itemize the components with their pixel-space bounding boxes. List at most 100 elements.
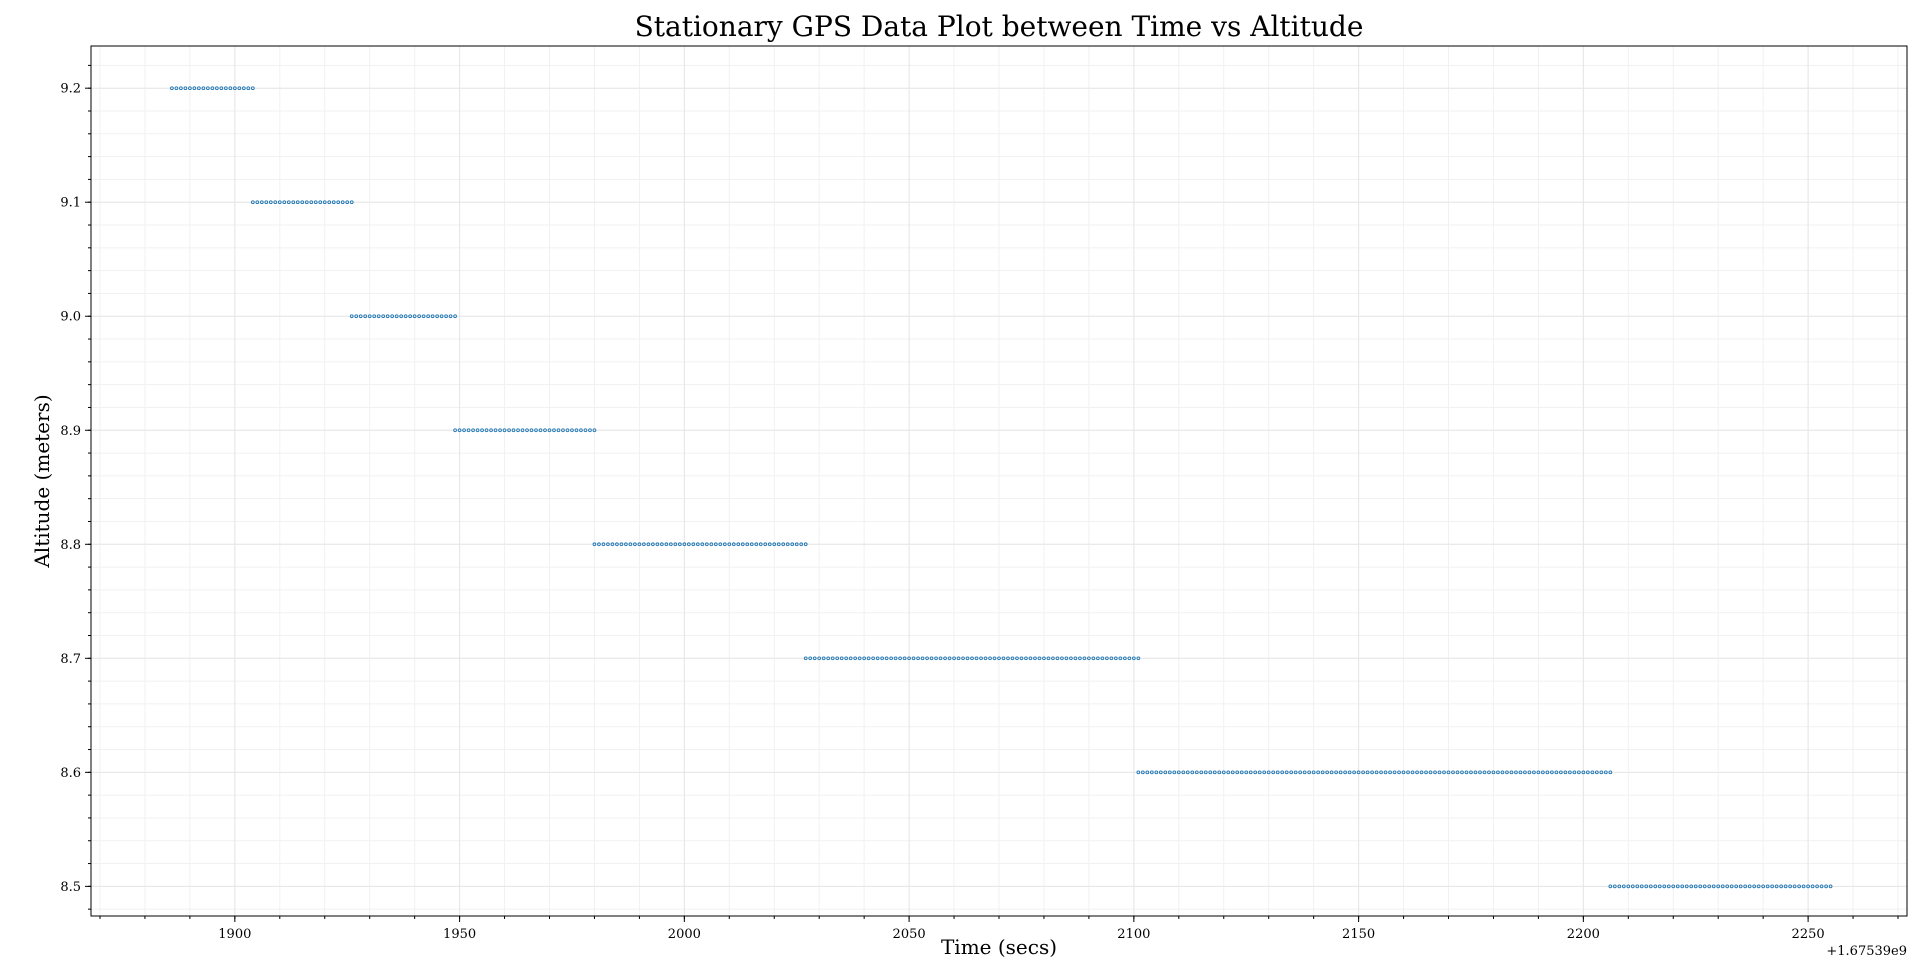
- data-point: [678, 542, 682, 547]
- data-point: [219, 86, 224, 91]
- data-point: [390, 314, 395, 319]
- data-point: [1828, 884, 1833, 889]
- data-point: [1653, 884, 1658, 889]
- data-point: [421, 314, 426, 319]
- data-point: [1262, 770, 1267, 775]
- data-point: [929, 656, 934, 661]
- data-point: [952, 656, 956, 661]
- data-point: [821, 656, 826, 661]
- data-point: [1280, 770, 1285, 775]
- data-point: [1374, 770, 1379, 775]
- data-point: [1329, 770, 1334, 775]
- data-point: [606, 542, 610, 547]
- data-point: [1253, 770, 1258, 775]
- data-point: [1347, 770, 1352, 775]
- data-point: [660, 542, 664, 547]
- data-point: [170, 86, 174, 91]
- data-point: [376, 314, 381, 319]
- data-point: [740, 542, 745, 547]
- data-point: [943, 656, 947, 661]
- data-point: [1612, 884, 1617, 889]
- data-point: [781, 542, 786, 547]
- data-point: [637, 542, 642, 547]
- data-point: [1158, 770, 1163, 775]
- data-point: [808, 656, 813, 661]
- data-point: [1469, 770, 1473, 775]
- data-point: [264, 200, 269, 205]
- data-point: [1046, 656, 1051, 661]
- data-point: [1806, 884, 1810, 889]
- data-point: [812, 656, 817, 661]
- data-point: [1487, 770, 1491, 775]
- data-point: [250, 86, 255, 91]
- data-point: [286, 200, 291, 205]
- data-point: [1635, 884, 1640, 889]
- data-point: [174, 86, 179, 91]
- data-point: [1181, 770, 1186, 775]
- data-point: [727, 542, 732, 547]
- data-point: [1361, 770, 1365, 775]
- data-point: [1657, 884, 1662, 889]
- data-point: [1662, 884, 1667, 889]
- data-point: [462, 428, 466, 433]
- data-point: [426, 314, 430, 319]
- data-point: [902, 656, 907, 661]
- data-point: [1203, 770, 1208, 775]
- data-point: [920, 656, 925, 661]
- data-point: [291, 200, 296, 205]
- data-point: [1190, 770, 1195, 775]
- data-point: [947, 656, 952, 661]
- data-point: [1437, 770, 1442, 775]
- data-point: [336, 200, 341, 205]
- data-point: [1015, 656, 1019, 661]
- data-point: [1500, 770, 1505, 775]
- data-point: [983, 656, 988, 661]
- data-point: [1167, 770, 1172, 775]
- data-point: [1797, 884, 1801, 889]
- data-point: [803, 656, 808, 661]
- data-point: [1379, 770, 1383, 775]
- data-point: [871, 656, 875, 661]
- data-point: [844, 656, 849, 661]
- data-point: [471, 428, 475, 433]
- data-point: [601, 542, 606, 547]
- data-point: [300, 200, 305, 205]
- data-point: [911, 656, 916, 661]
- data-point: [201, 86, 206, 91]
- data-point: [1316, 770, 1320, 775]
- data-point: [1684, 884, 1689, 889]
- data-point: [1626, 884, 1631, 889]
- data-point: [313, 200, 318, 205]
- data-point: [525, 428, 529, 433]
- data-point: [372, 314, 377, 319]
- data-point: [1541, 770, 1545, 775]
- data-point: [853, 656, 858, 661]
- data-point: [979, 656, 983, 661]
- y-tick-label: 9.0: [60, 310, 81, 325]
- data-point: [1392, 770, 1397, 775]
- data-point: [1577, 770, 1581, 775]
- data-point: [1127, 656, 1132, 661]
- data-point: [331, 200, 336, 205]
- data-point: [1532, 770, 1536, 775]
- data-point: [1235, 770, 1240, 775]
- data-point: [1087, 656, 1091, 661]
- data-point: [1810, 884, 1815, 889]
- data-point: [1289, 770, 1294, 775]
- data-point: [453, 428, 457, 433]
- data-point: [758, 542, 763, 547]
- data-point: [1397, 770, 1401, 775]
- data-point: [1689, 884, 1694, 889]
- data-point: [453, 314, 457, 319]
- data-point: [862, 656, 866, 661]
- data-point: [1523, 770, 1527, 775]
- data-point: [826, 656, 831, 661]
- data-point: [1815, 884, 1819, 889]
- data-point: [1176, 770, 1181, 775]
- data-point: [493, 428, 498, 433]
- data-point: [1230, 770, 1235, 775]
- data-point: [1388, 770, 1392, 775]
- y-axis-label: Altitude (meters): [30, 394, 54, 568]
- data-point: [1621, 884, 1626, 889]
- x-tick-label: 2100: [1117, 927, 1150, 942]
